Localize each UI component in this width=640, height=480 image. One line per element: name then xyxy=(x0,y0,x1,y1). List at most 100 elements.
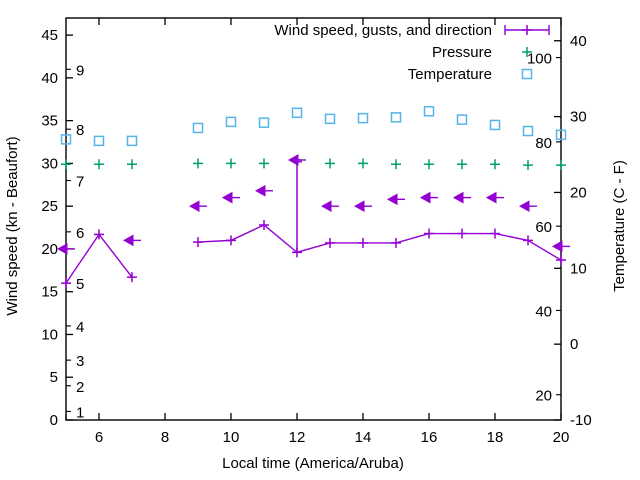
temperature-point xyxy=(291,107,303,119)
temperature-point xyxy=(225,116,237,128)
pressure-point xyxy=(490,159,500,170)
y2-tick-label: 10 xyxy=(570,260,587,277)
wind-speed-point xyxy=(556,255,566,266)
y-tick-label: 40 xyxy=(41,70,58,87)
x-tick-label: 18 xyxy=(487,429,504,446)
fahrenheit-tick-label: 100 xyxy=(527,51,552,68)
y-tick-label: 0 xyxy=(50,412,58,429)
wind-direction-arrow xyxy=(221,191,240,204)
plot-frame xyxy=(65,17,562,421)
x-tick-label: 14 xyxy=(355,429,372,446)
wind-direction-arrow xyxy=(551,240,570,253)
y-tick-label: 15 xyxy=(41,284,58,301)
y-axis-beaufort-ticks: 1 2 3 4 5 6 7 8 9 xyxy=(66,62,84,421)
beaufort-tick-label: 9 xyxy=(76,62,84,79)
pressure-point xyxy=(556,160,566,171)
temperature-point xyxy=(489,119,501,131)
temperature-point xyxy=(423,106,435,117)
temperature-point xyxy=(324,113,336,125)
pressure-point xyxy=(457,159,467,170)
temperature-point xyxy=(357,112,369,124)
pressure-point xyxy=(259,158,269,169)
wind-direction-arrow xyxy=(188,200,207,213)
x-tick-label: 10 xyxy=(223,429,240,446)
y2-axis-fahrenheit-ticks: 20 40 60 80 100 xyxy=(527,51,561,405)
y-tick-label: 35 xyxy=(41,113,58,130)
beaufort-tick-label: 3 xyxy=(76,353,84,370)
x-axis-title: Local time (America/Aruba) xyxy=(222,455,404,472)
wind-speed-point xyxy=(490,228,500,239)
wind-speed-point xyxy=(325,237,335,248)
fahrenheit-tick-label: 60 xyxy=(535,219,552,236)
legend-sample xyxy=(504,25,550,35)
pressure-point xyxy=(226,158,236,169)
wind-speed-point xyxy=(259,219,269,230)
chart-legend: Wind speed, gusts, and direction Pressure… xyxy=(274,22,550,83)
pressure-point xyxy=(193,158,203,169)
wind-direction-arrow xyxy=(518,200,537,213)
pressure-point xyxy=(94,159,104,170)
beaufort-tick-label: 8 xyxy=(76,122,84,139)
y2-tick-label: 40 xyxy=(570,33,587,50)
temperature-point xyxy=(60,134,72,145)
pressure-point xyxy=(325,158,335,169)
wind-direction-arrow xyxy=(320,200,339,213)
wind-speed-point xyxy=(424,228,434,239)
x-tick-label: 12 xyxy=(289,429,306,446)
wind-direction-arrow xyxy=(452,191,471,204)
wind-speed-point xyxy=(61,278,71,289)
y-tick-label: 25 xyxy=(41,198,58,215)
wind-speed-point xyxy=(391,237,401,248)
legend-label: Pressure xyxy=(432,44,492,61)
wind-direction-arrow xyxy=(386,193,405,206)
series-temperature xyxy=(60,106,567,147)
y2-tick-label: -10 xyxy=(570,412,592,429)
wind-speed-point xyxy=(226,235,236,246)
y-tick-label: 10 xyxy=(41,326,58,343)
fahrenheit-tick-label: 20 xyxy=(535,388,552,405)
wind-direction-arrow xyxy=(56,243,75,255)
wind-direction-arrow xyxy=(122,234,141,247)
y-tick-label: 20 xyxy=(41,241,58,258)
x-tick-label: 8 xyxy=(161,429,169,446)
y-axis-title: Wind speed (kn - Beaufort) xyxy=(4,136,21,315)
series-wind-direction xyxy=(56,154,570,255)
pressure-point xyxy=(523,160,533,171)
temperature-point xyxy=(555,129,567,141)
temperature-point xyxy=(192,122,204,134)
wind-direction-arrow xyxy=(254,184,273,197)
beaufort-tick-label: 4 xyxy=(76,319,84,336)
beaufort-tick-label: 6 xyxy=(76,225,84,242)
temperature-point xyxy=(258,117,270,128)
beaufort-tick-label: 2 xyxy=(76,379,84,396)
y2-axis-title: Temperature (C - F) xyxy=(611,160,628,292)
wind-direction-arrow xyxy=(485,191,504,204)
y-tick-label: 45 xyxy=(41,27,58,44)
series-wind xyxy=(61,160,566,289)
pressure-point xyxy=(61,159,71,170)
temperature-point xyxy=(456,114,468,125)
temperature-point xyxy=(390,112,402,123)
beaufort-tick-label: 7 xyxy=(76,174,84,191)
x-tick-label: 6 xyxy=(95,429,103,446)
wind-speed-point xyxy=(94,229,104,240)
wind-speed-point xyxy=(358,237,368,248)
wind-speed-point xyxy=(457,228,467,239)
wind-direction-arrow xyxy=(287,154,306,166)
y2-tick-label: 0 xyxy=(570,336,578,353)
temperature-point xyxy=(522,125,534,137)
beaufort-tick-label: 5 xyxy=(76,276,84,293)
y-tick-label: 5 xyxy=(50,369,58,386)
pressure-point xyxy=(127,159,137,170)
wind-direction-arrow xyxy=(419,191,438,204)
legend-sample xyxy=(521,68,533,80)
wind-speed-point xyxy=(193,237,203,248)
beaufort-tick-label: 1 xyxy=(76,404,84,421)
temperature-point xyxy=(126,135,138,147)
x-tick-label: 20 xyxy=(553,429,570,446)
legend-sample xyxy=(522,47,532,57)
y2-tick-label: 30 xyxy=(570,109,587,126)
